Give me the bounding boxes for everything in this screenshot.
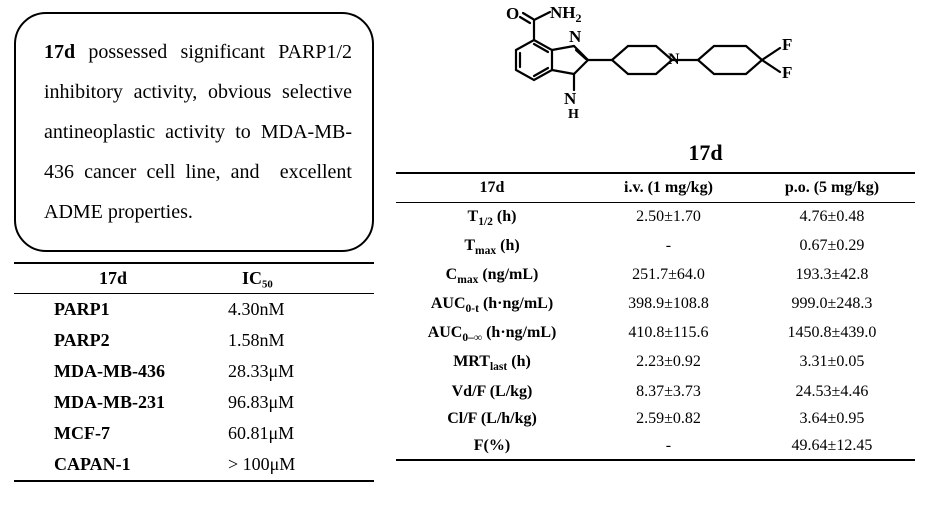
pk-param-name: Cl/F (L/h/kg) xyxy=(396,410,588,428)
table-row: Cmax (ng/mL)251.7±64.0193.3±42.8 xyxy=(396,261,915,290)
col-header-ic50: IC₅₀ xyxy=(212,268,374,289)
ic50-value: 4.30nM xyxy=(212,299,374,320)
pk-param-name: MRTlast (h) xyxy=(396,353,588,373)
table-row: CAPAN-1> 100μM xyxy=(14,449,374,482)
target-name: PARP1 xyxy=(14,299,212,320)
pk-param-name: Vd/F (L/kg) xyxy=(396,383,588,401)
left-column: 17d possessed significant PARP1/2 inhibi… xyxy=(14,12,374,519)
pk-table: 17d i.v. (1 mg/kg) p.o. (5 mg/kg) T1/2 (… xyxy=(396,172,915,461)
chemical-structure: O NH2 N N H N F F xyxy=(396,6,915,136)
col-header-iv: i.v. (1 mg/kg) xyxy=(588,179,749,197)
pk-po-value: 3.31±0.05 xyxy=(749,353,915,373)
pk-param-name: Tmax (h) xyxy=(396,237,588,257)
atom-label-N: N xyxy=(569,27,582,46)
pk-po-value: 0.67±0.29 xyxy=(749,237,915,257)
description-box: 17d possessed significant PARP1/2 inhibi… xyxy=(14,12,374,252)
atom-label-H: H xyxy=(568,107,579,122)
pk-po-value: 999.0±248.3 xyxy=(749,295,915,315)
col-header-po: p.o. (5 mg/kg) xyxy=(749,179,915,197)
table-row: Cl/F (L/h/kg)2.59±0.823.64±0.95 xyxy=(396,405,915,432)
table-row: T1/2 (h)2.50±1.704.76±0.48 xyxy=(396,203,915,232)
pk-iv-value: - xyxy=(588,237,749,257)
table-row: Vd/F (L/kg)8.37±3.7324.53±4.46 xyxy=(396,378,915,405)
table-row: F(%)-49.64±12.45 xyxy=(396,432,915,461)
table-row: PARP14.30nM xyxy=(14,294,374,325)
atom-label-N: N xyxy=(564,89,577,108)
pk-param-name: F(%) xyxy=(396,437,588,455)
pk-po-value: 49.64±12.45 xyxy=(749,437,915,455)
atom-label-F: F xyxy=(782,63,792,82)
table-row: Tmax (h)-0.67±0.29 xyxy=(396,232,915,261)
pk-po-value: 4.76±0.48 xyxy=(749,208,915,228)
atom-label-NH2: NH2 xyxy=(550,6,582,25)
table-row: AUC0-t (h·ng/mL)398.9±108.8999.0±248.3 xyxy=(396,291,915,320)
ic50-table: 17d IC₅₀ PARP14.30nMPARP21.58nMMDA-MB-43… xyxy=(14,262,374,482)
pk-po-value: 24.53±4.46 xyxy=(749,383,915,401)
table-row: 17d IC₅₀ xyxy=(14,262,374,294)
compound-id-inline: 17d xyxy=(44,41,75,63)
ic50-value: 28.33μM xyxy=(212,361,374,382)
col-header-param: 17d xyxy=(396,179,588,197)
pk-po-value: 3.64±0.95 xyxy=(749,410,915,428)
table-row: MCF-760.81μM xyxy=(14,418,374,449)
right-column: O NH2 N N H N F F 17d 17d i.v. (1 mg/kg)… xyxy=(374,12,915,519)
col-header-compound: 17d xyxy=(14,268,212,289)
table-row: AUC0–∞ (h·ng/mL)410.8±115.61450.8±439.0 xyxy=(396,320,915,349)
pk-param-name: T1/2 (h) xyxy=(396,208,588,228)
pk-iv-value: 251.7±64.0 xyxy=(588,266,749,286)
table-row: MRTlast (h)2.23±0.923.31±0.05 xyxy=(396,349,915,378)
table-row: PARP21.58nM xyxy=(14,325,374,356)
pk-iv-value: 398.9±108.8 xyxy=(588,295,749,315)
atom-label-N: N xyxy=(668,51,680,68)
pk-param-name: AUC0–∞ (h·ng/mL) xyxy=(396,324,588,344)
atom-label-O: O xyxy=(506,6,519,23)
ic50-value: > 100μM xyxy=(212,454,374,475)
table-row: MDA-MB-43628.33μM xyxy=(14,356,374,387)
ic50-value: 1.58nM xyxy=(212,330,374,351)
target-name: CAPAN-1 xyxy=(14,454,212,475)
atom-label-F: F xyxy=(782,35,792,54)
target-name: PARP2 xyxy=(14,330,212,351)
pk-iv-value: 410.8±115.6 xyxy=(588,324,749,344)
pk-po-value: 1450.8±439.0 xyxy=(749,324,915,344)
pk-po-value: 193.3±42.8 xyxy=(749,266,915,286)
target-name: MDA-MB-436 xyxy=(14,361,212,382)
pk-iv-value: 2.50±1.70 xyxy=(588,208,749,228)
target-name: MDA-MB-231 xyxy=(14,392,212,413)
pk-iv-value: 2.59±0.82 xyxy=(588,410,749,428)
table-row: MDA-MB-23196.83μM xyxy=(14,387,374,418)
compound-label: 17d xyxy=(396,140,915,166)
table-row: 17d i.v. (1 mg/kg) p.o. (5 mg/kg) xyxy=(396,172,915,203)
pk-iv-value: 2.23±0.92 xyxy=(588,353,749,373)
pk-param-name: AUC0-t (h·ng/mL) xyxy=(396,295,588,315)
pk-iv-value: - xyxy=(588,437,749,455)
target-name: MCF-7 xyxy=(14,423,212,444)
ic50-value: 96.83μM xyxy=(212,392,374,413)
pk-param-name: Cmax (ng/mL) xyxy=(396,266,588,286)
ic50-value: 60.81μM xyxy=(212,423,374,444)
pk-iv-value: 8.37±3.73 xyxy=(588,383,749,401)
